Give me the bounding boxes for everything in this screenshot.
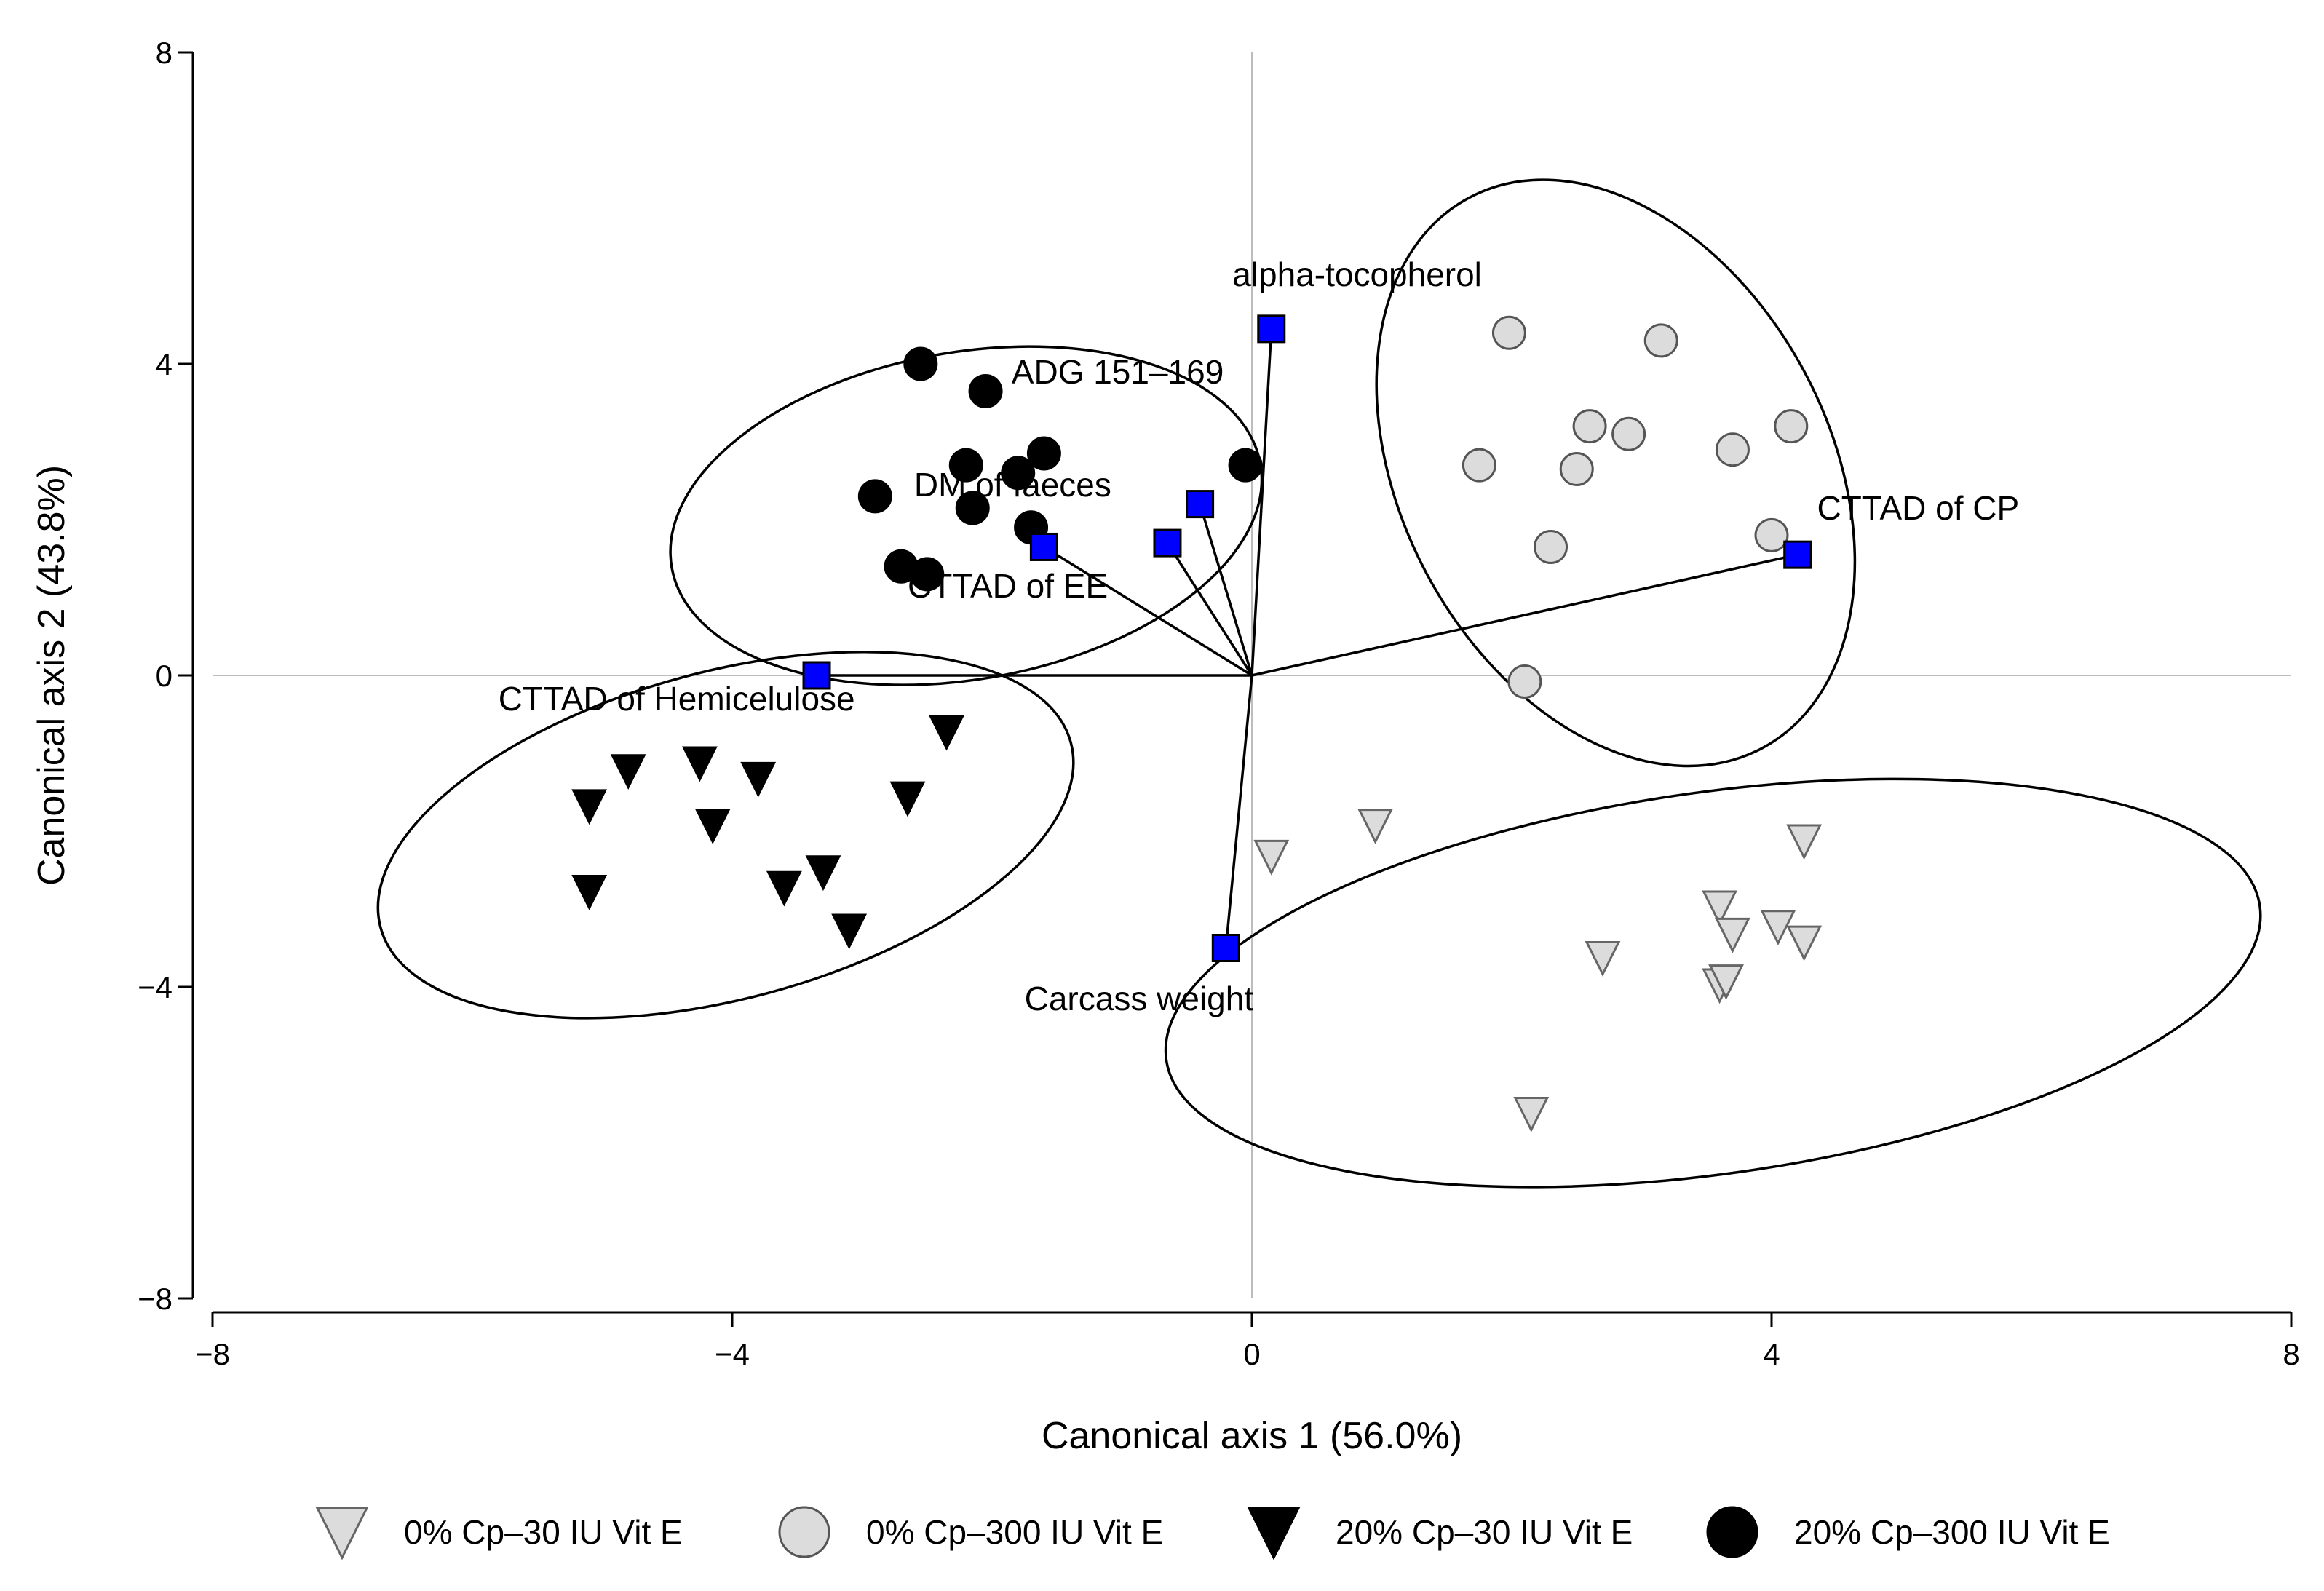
legend-swatch <box>1247 1507 1301 1560</box>
data-point <box>1760 910 1796 946</box>
x-axis-title: Canonical axis 1 (56.0%) <box>1042 1415 1462 1457</box>
data-point <box>1786 925 1823 961</box>
group-ellipse <box>376 651 1075 1020</box>
data-point <box>766 870 802 907</box>
vector-line <box>1043 545 1253 677</box>
data-point <box>955 491 990 525</box>
data-point <box>1001 456 1036 491</box>
legend-swatch <box>1706 1506 1758 1558</box>
x-tick-label: 4 <box>1763 1337 1780 1371</box>
legend: 0% Cp–30 IU Vit E 0% Cp–300 IU Vit E 20% C… <box>315 1506 2110 1560</box>
data-point <box>903 346 938 381</box>
variable-markers <box>802 314 1812 962</box>
data-point <box>889 781 926 817</box>
data-point <box>681 746 718 782</box>
data-point <box>805 855 841 892</box>
data-point <box>1708 964 1744 1000</box>
data-point <box>1643 323 1678 358</box>
y-tick-label: −8 <box>138 1282 172 1316</box>
annotation-label: DM of faeces <box>914 466 1111 504</box>
data-point <box>1491 315 1526 350</box>
annotation-label: CTTAD of Hemicelulose <box>499 680 855 718</box>
annotation-label: alpha-tocopherol <box>1232 255 1482 293</box>
data-point <box>1702 890 1738 927</box>
data-point <box>1513 1097 1550 1132</box>
data-point <box>610 754 646 790</box>
data-points <box>571 315 1823 1132</box>
vector-line <box>1251 553 1798 677</box>
group-ellipse <box>1375 178 1857 768</box>
y-tick-label: −4 <box>138 970 172 1004</box>
vector-line <box>1224 675 1253 948</box>
legend-label: 20% Cp–300 IU Vit E <box>1794 1513 2110 1551</box>
variable-vectors <box>817 328 1798 948</box>
vector-marker <box>1211 934 1240 962</box>
y-tick-label: 4 <box>156 347 172 381</box>
annotation-label: CTTAD of EE <box>908 567 1108 605</box>
x-tick-label: −8 <box>195 1337 230 1371</box>
data-point <box>694 809 731 844</box>
vector-marker <box>1186 490 1215 519</box>
vector-line <box>1250 328 1273 676</box>
data-point <box>929 715 964 751</box>
group-ellipse <box>1164 777 2262 1189</box>
data-point <box>1026 436 1061 471</box>
data-point <box>1534 529 1568 564</box>
annotations: alpha-tocopherol ADG 151–169 DM of faeces C… <box>499 255 2020 1017</box>
data-point <box>1357 809 1394 844</box>
data-point <box>1585 941 1621 977</box>
data-point <box>1774 409 1809 444</box>
data-point <box>1253 839 1290 876</box>
annotation-label: CTTAD of CP <box>1817 489 2019 527</box>
data-point <box>1611 416 1646 451</box>
vector-marker <box>1783 540 1812 569</box>
x-tick-label: −4 <box>715 1337 750 1371</box>
data-point <box>831 913 868 950</box>
data-point <box>857 479 892 514</box>
data-point <box>571 789 608 825</box>
vector-marker <box>1257 314 1286 344</box>
data-point <box>1715 917 1750 953</box>
data-point <box>1559 451 1594 486</box>
axes: −8 −4 0 4 8 −8 −4 0 4 8 Canonical axis 1 (56.0%) Ca… <box>31 36 2300 1457</box>
legend-label: 0% Cp–30 IU Vit E <box>404 1513 683 1551</box>
vector-marker <box>1029 532 1058 561</box>
data-point <box>571 875 608 910</box>
vector-marker <box>802 661 831 690</box>
data-point <box>740 761 777 798</box>
data-point <box>1572 409 1607 444</box>
data-point <box>948 448 983 483</box>
data-point <box>968 373 1003 408</box>
annotation-label: Carcass weight <box>1025 980 1254 1017</box>
data-point <box>1462 448 1496 483</box>
data-point <box>1507 664 1542 699</box>
vector-marker <box>1153 528 1182 558</box>
annotation-label: ADG 151–169 <box>1012 353 1224 391</box>
x-tick-label: 8 <box>2283 1337 2299 1371</box>
y-tick-label: 8 <box>156 36 172 70</box>
data-point <box>910 557 945 592</box>
y-tick-label: 0 <box>156 659 172 693</box>
data-point <box>1754 517 1789 552</box>
legend-swatch <box>778 1506 830 1558</box>
data-point <box>1228 448 1263 483</box>
vector-line <box>1198 504 1253 676</box>
y-axis-title: Canonical axis 2 (43.8%) <box>31 465 73 886</box>
vector-line <box>1166 542 1253 676</box>
x-tick-label: 0 <box>1243 1337 1260 1371</box>
legend-swatch <box>315 1507 369 1560</box>
legend-label: 0% Cp–300 IU Vit E <box>866 1513 1163 1551</box>
legend-label: 20% Cp–30 IU Vit E <box>1336 1513 1633 1551</box>
data-point <box>1786 824 1823 860</box>
data-point <box>1715 432 1750 467</box>
